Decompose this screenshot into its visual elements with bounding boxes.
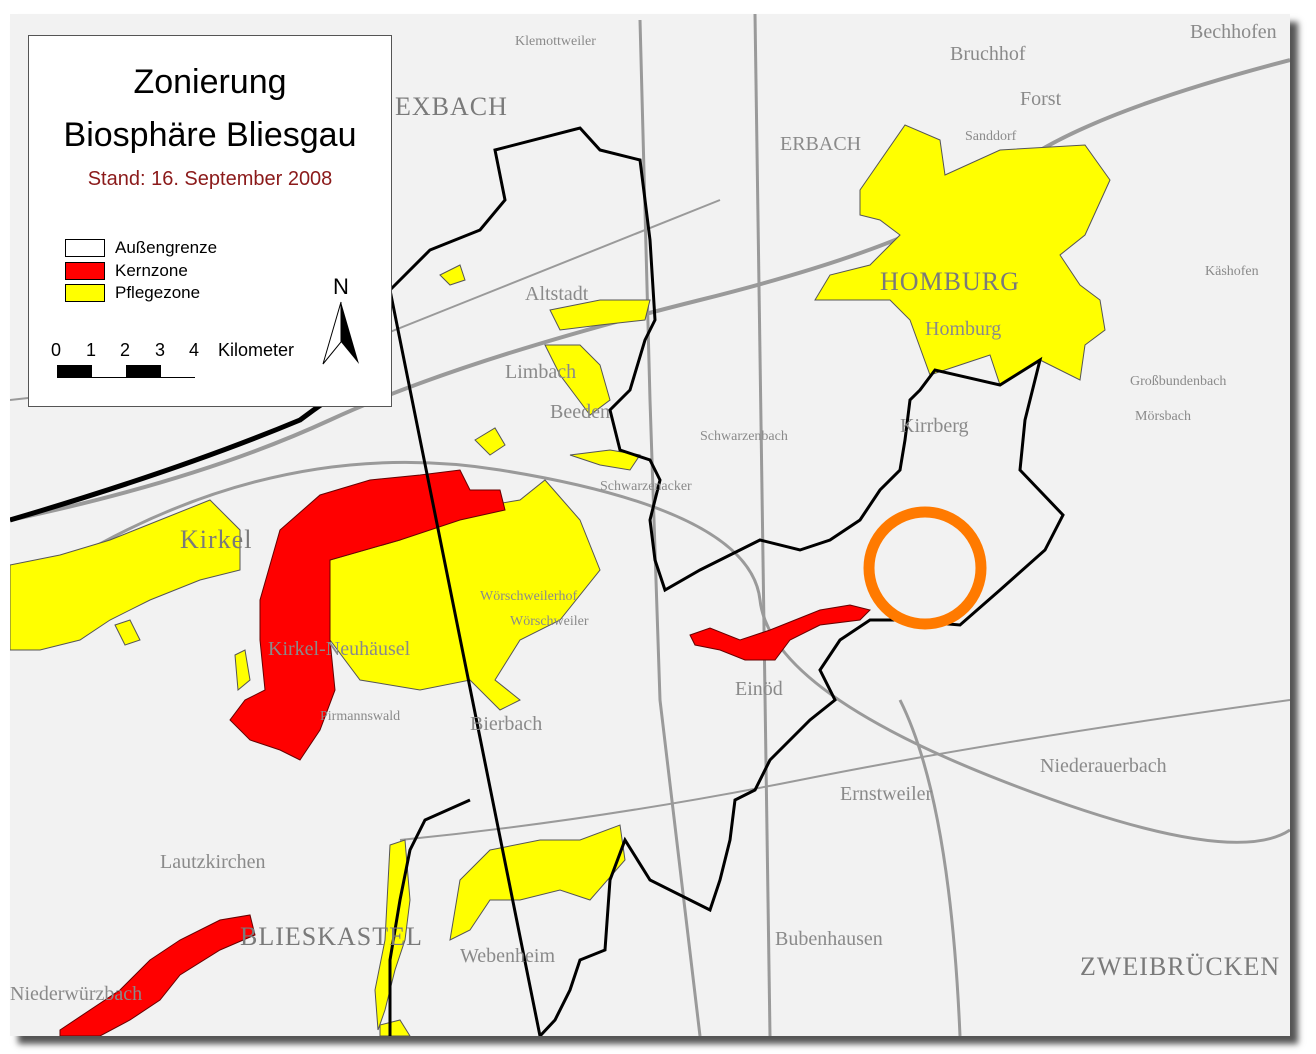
- place-label: Beeden: [550, 401, 610, 423]
- river-line: [10, 460, 1290, 844]
- legend-box: Zonierung Biosphäre Bliesgau Stand: 16. …: [28, 35, 392, 407]
- pflegezone-small-2: [544, 344, 611, 416]
- place-label: Käshofen: [1205, 264, 1259, 279]
- highlight-circle[interactable]: [863, 506, 987, 630]
- place-label: ERBACH: [780, 133, 861, 155]
- place-label: Wörschweiler: [510, 614, 589, 629]
- place-label: Limbach: [505, 361, 576, 383]
- place-label: Lautzkirchen: [160, 851, 266, 873]
- kernzone-niederwuerzbach: [59, 914, 256, 1036]
- place-label: Mörsbach: [1135, 409, 1191, 424]
- date-label: Stand: 16. September 2008: [87, 168, 333, 190]
- scale-segments: [57, 365, 195, 378]
- place-label: Einöd: [735, 678, 783, 700]
- place-labels: Klemottweiler Bruchhof Bechhofen EXBACH ERBA…: [10, 21, 1280, 1005]
- place-label: ZWEIBRÜCKEN: [1080, 952, 1280, 981]
- aussengrenze-boundary-west: [388, 798, 471, 1036]
- place-label: Bubenhausen: [775, 928, 883, 950]
- scale-tick: 3: [155, 340, 166, 360]
- place-label: Forst: [1020, 88, 1062, 110]
- legend-item-kernzone: Kernzone: [65, 261, 188, 281]
- place-label: Sanddorf: [965, 129, 1017, 144]
- place-label: Webenheim: [460, 945, 555, 967]
- place-label: Großbundenbach: [1130, 374, 1226, 389]
- place-label: Homburg: [925, 318, 1001, 340]
- place-label: Kirkel-Neuhäusel: [268, 638, 411, 660]
- legend-label: Kernzone: [115, 261, 188, 280]
- place-label: Bruchhof: [950, 43, 1026, 65]
- place-label: Wörschweilerhof: [480, 589, 578, 604]
- pflegezone-west: [10, 499, 241, 651]
- place-label: Ernstweiler: [840, 783, 933, 805]
- place-label: Kirkel: [180, 525, 252, 554]
- scale-unit: Kilometer: [218, 340, 295, 360]
- pflegezone-small-6: [114, 619, 141, 646]
- road-line: [399, 699, 1290, 841]
- road-line: [638, 19, 702, 1036]
- pflegezone-small-1: [549, 299, 651, 331]
- place-label: Altstadt: [525, 283, 589, 305]
- title-line-2: Biosphäre Bliesgau: [63, 116, 357, 154]
- aussengrenze-boundary: [388, 126, 1065, 1036]
- place-label: BLIESKASTEL: [240, 922, 423, 951]
- legend-item-aussengrenze: Außengrenze: [65, 238, 217, 258]
- swatch-aussengrenze: [65, 239, 105, 257]
- road-line: [898, 699, 962, 1036]
- scale-tick: 0: [51, 340, 62, 360]
- place-label: Bierbach: [470, 713, 542, 735]
- title-line-1: Zonierung: [133, 63, 287, 101]
- place-label: Klemottweiler: [515, 34, 596, 49]
- scale-tick: 2: [120, 340, 131, 360]
- pflegezone-small-5: [439, 264, 466, 286]
- north-arrow: N: [319, 274, 363, 365]
- kernzone-limbach-corridor: [689, 604, 871, 661]
- scale-tick: 4: [189, 340, 200, 360]
- kernzone-kirkel: [229, 469, 506, 761]
- swatch-pflegezone: [65, 284, 105, 302]
- grid-line: [753, 14, 772, 1036]
- place-label: Niederauerbach: [1040, 755, 1167, 777]
- map-title: Zonierung Biosphäre Bliesgau: [29, 56, 391, 162]
- map-frame[interactable]: Klemottweiler Bruchhof Bechhofen EXBACH ERBA…: [10, 14, 1290, 1036]
- map-canvas[interactable]: Klemottweiler Bruchhof Bechhofen EXBACH ERBA…: [10, 14, 1290, 1036]
- scale-tick: 1: [86, 340, 97, 360]
- legend-label: Pflegezone: [115, 283, 201, 302]
- pflegezone-bierbach: [449, 824, 626, 941]
- pflegezone-small-3: [569, 449, 641, 471]
- place-label: Bechhofen: [1190, 21, 1277, 43]
- north-arrow-icon: [322, 301, 359, 365]
- pflegezone-small-7: [234, 649, 251, 691]
- pflegezone-areas: [10, 124, 1111, 1036]
- pflegezone-small-4: [474, 427, 506, 456]
- north-label: N: [333, 274, 349, 299]
- pflegezone-small-8: [379, 1019, 411, 1036]
- place-label: Kirrberg: [900, 415, 969, 437]
- place-label: Schwarzenbach: [700, 429, 788, 444]
- place-label: Niederwürzbach: [10, 983, 142, 1005]
- kernzone-areas: [59, 469, 871, 1036]
- legend-label: Außengrenze: [115, 238, 218, 257]
- place-label: Schwarzenacker: [600, 479, 692, 494]
- railway-line: [10, 58, 1290, 522]
- place-label: EXBACH: [395, 92, 508, 121]
- place-label: Pirmannswald: [320, 709, 400, 724]
- place-label: HOMBURG: [880, 267, 1020, 296]
- swatch-kernzone: [65, 262, 105, 280]
- legend-item-pflegezone: Pflegezone: [65, 283, 200, 303]
